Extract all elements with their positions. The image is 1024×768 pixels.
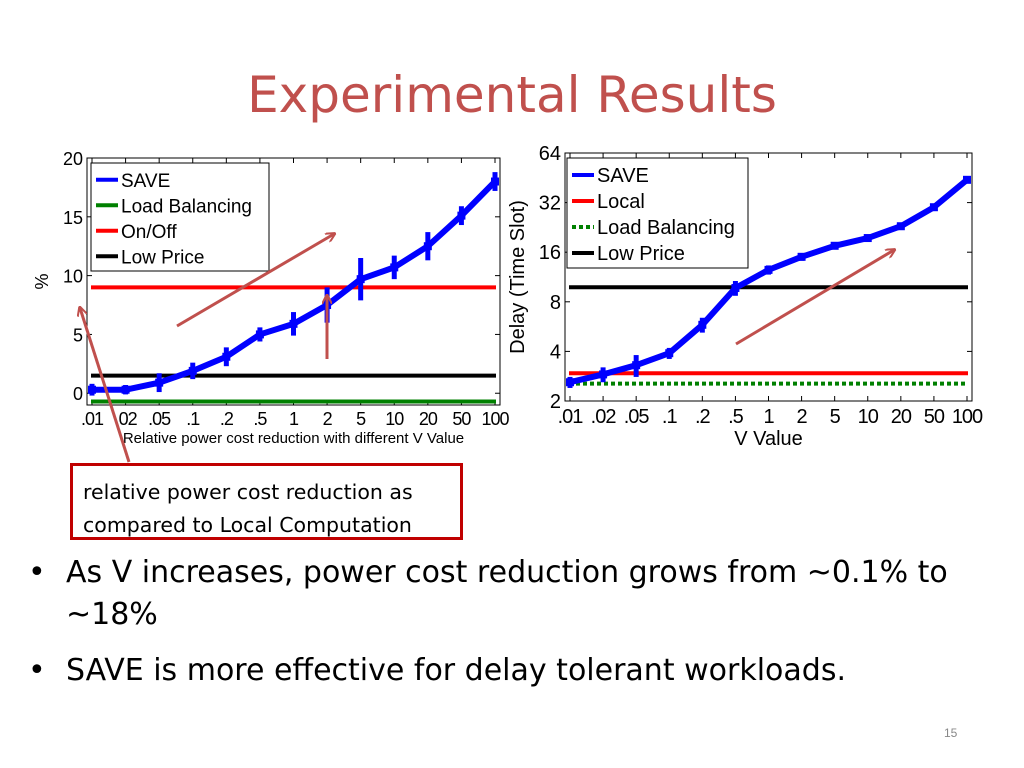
bullet-text: As V increases, power cost reduction gro…	[66, 555, 948, 632]
x-tick-label: .5	[253, 409, 267, 429]
data-point	[698, 320, 707, 329]
legend-label: On/Off	[121, 222, 177, 243]
x-tick-label: 1	[763, 406, 774, 428]
data-point	[121, 385, 130, 394]
legend-label: Low Price	[597, 243, 685, 265]
x-tick-label: .02	[591, 406, 617, 428]
data-point	[88, 385, 96, 394]
x-axis-label: Relative power cost reduction with diffe…	[123, 430, 464, 447]
x-tick-label: 100	[952, 406, 983, 428]
x-tick-label: 1	[289, 409, 299, 429]
data-point	[423, 242, 432, 251]
x-tick-label: .05	[148, 409, 171, 429]
y-tick-label: 20	[63, 149, 83, 169]
data-point	[155, 378, 164, 387]
callout-box: relative power cost reduction as compare…	[70, 463, 463, 540]
bullet-item: • As V increases, power cost reduction g…	[24, 552, 1014, 636]
x-tick-label: .1	[662, 406, 678, 428]
y-tick-label: 15	[63, 208, 83, 228]
legend-label: Load Balancing	[121, 196, 252, 217]
y-tick-label: 16	[539, 242, 561, 264]
x-tick-label: .2	[220, 409, 234, 429]
page-number: 15	[944, 726, 958, 740]
bullet-dot: •	[28, 653, 46, 688]
x-tick-label: .2	[695, 406, 711, 428]
data-point	[356, 275, 365, 284]
data-point	[323, 301, 332, 310]
y-tick-label: 32	[539, 193, 561, 215]
y-tick-label: 4	[550, 341, 561, 363]
x-tick-label: .02	[115, 409, 138, 429]
x-axis-label: V Value	[734, 428, 803, 450]
y-tick-label: 5	[73, 325, 83, 345]
data-point	[390, 263, 399, 272]
legend-label: SAVE	[121, 171, 170, 192]
bullet-text: SAVE is more effective for delay toleran…	[66, 653, 846, 688]
data-point	[599, 370, 608, 379]
y-tick-label: 0	[73, 384, 83, 404]
y-axis-label: %	[32, 273, 52, 289]
data-point	[963, 175, 971, 184]
x-tick-label: 50	[452, 409, 471, 429]
bullet-dot: •	[28, 555, 46, 590]
data-point	[566, 378, 574, 387]
data-point	[222, 352, 231, 361]
x-tick-label: 2	[323, 409, 333, 429]
data-point	[665, 349, 674, 358]
data-point	[764, 265, 773, 274]
bullet-list: • As V increases, power cost reduction g…	[24, 552, 1014, 706]
callout-text: relative power cost reduction as compare…	[83, 480, 413, 537]
slide-title: Experimental Results	[247, 66, 777, 124]
data-point	[731, 284, 740, 293]
legend-label: SAVE	[597, 165, 649, 187]
y-tick-label: 8	[550, 292, 561, 314]
data-point	[491, 177, 499, 186]
data-point	[797, 252, 806, 261]
x-tick-label: .01	[558, 406, 584, 428]
power-cost-chart: 0 5 10 15 20 .01 .02 .05 .1 .2 .5 1 2 5 10 20 50 100 Relat…	[32, 149, 510, 447]
y-axis-label: Delay (Time Slot)	[507, 200, 529, 354]
data-point	[929, 203, 938, 212]
data-point	[896, 222, 905, 231]
x-tick-label: .5	[728, 406, 744, 428]
x-tick-label: 2	[797, 406, 808, 428]
data-point	[632, 361, 641, 370]
data-point	[830, 241, 839, 250]
data-point	[863, 234, 872, 243]
y-tick-label: 2	[550, 391, 561, 413]
legend-box	[566, 157, 749, 269]
legend-label: Low Price	[121, 247, 204, 268]
bullet-item: • SAVE is more effective for delay toler…	[24, 650, 1014, 692]
x-tick-label: 50	[924, 406, 945, 428]
x-tick-label: 5	[830, 406, 841, 428]
x-tick-label: 100	[481, 409, 509, 429]
y-tick-label: 10	[63, 267, 83, 287]
legend-label: Local	[597, 191, 645, 213]
data-point	[188, 366, 197, 375]
data-point	[457, 211, 466, 220]
x-tick-label: 10	[385, 409, 404, 429]
x-tick-label: .05	[624, 406, 650, 428]
x-tick-label: 10	[858, 406, 879, 428]
x-tick-label: 20	[891, 406, 912, 428]
x-tick-label: .1	[186, 409, 200, 429]
data-point	[255, 330, 264, 339]
y-tick-label: 64	[539, 143, 561, 165]
legend-label: Load Balancing	[597, 217, 735, 239]
x-tick-label: 20	[419, 409, 438, 429]
x-tick-label: .01	[81, 409, 104, 429]
x-tick-label: 5	[356, 409, 366, 429]
data-point	[289, 319, 298, 328]
